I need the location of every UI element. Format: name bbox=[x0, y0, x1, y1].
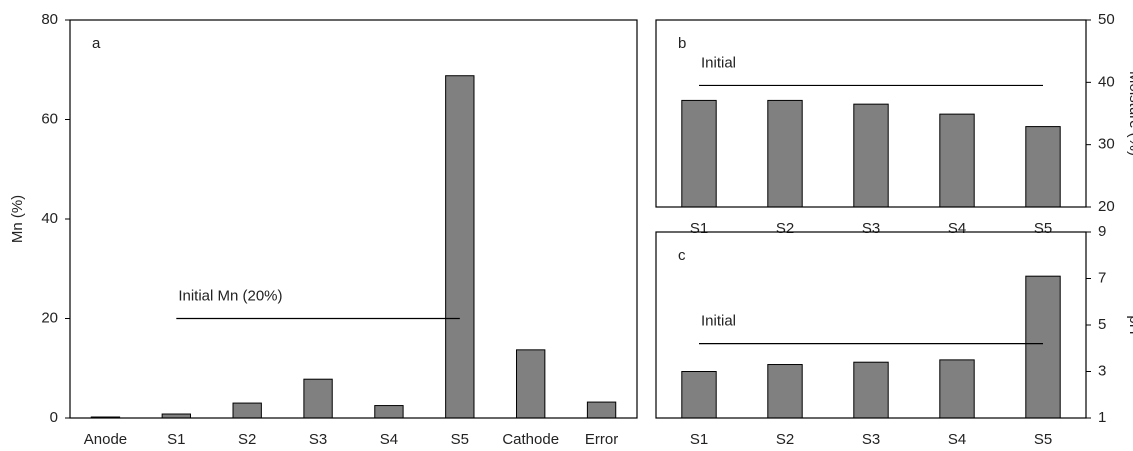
bar bbox=[853, 103, 889, 208]
reference-label: Initial Mn (20%) bbox=[178, 287, 282, 304]
y-tick-label: 20 bbox=[1098, 198, 1115, 215]
panel-label: a bbox=[92, 35, 101, 52]
x-tick-label: S4 bbox=[380, 431, 398, 448]
x-tick-label: S1 bbox=[690, 431, 708, 448]
panel-label: b bbox=[678, 35, 686, 52]
bar bbox=[1025, 126, 1061, 208]
reference-label: Initial bbox=[701, 54, 736, 71]
panel-label: c bbox=[678, 247, 686, 264]
x-tick-label: Error bbox=[585, 431, 618, 448]
bar bbox=[374, 405, 404, 419]
y-axis-label: Mn (%) bbox=[9, 195, 26, 243]
x-tick-label: S2 bbox=[238, 431, 256, 448]
x-tick-label: S2 bbox=[776, 220, 794, 237]
y-tick-label: 0 bbox=[50, 409, 58, 426]
x-tick-label: S4 bbox=[948, 431, 966, 448]
y-tick-label: 40 bbox=[41, 210, 58, 227]
y-tick-label: 9 bbox=[1098, 223, 1106, 240]
y-tick-label: 30 bbox=[1098, 136, 1115, 153]
y-tick-label: 60 bbox=[41, 110, 58, 127]
y-tick-label: 20 bbox=[41, 309, 58, 326]
bar bbox=[232, 402, 262, 419]
x-tick-label: S1 bbox=[167, 431, 185, 448]
bar bbox=[853, 361, 889, 419]
bar bbox=[939, 359, 975, 419]
x-tick-label: S3 bbox=[862, 220, 880, 237]
bar bbox=[1025, 275, 1061, 419]
bar bbox=[767, 364, 803, 419]
y-axis-label: Moisture (%) bbox=[1126, 71, 1133, 156]
x-tick-label: S2 bbox=[776, 431, 794, 448]
bar bbox=[303, 378, 333, 419]
x-tick-label: S4 bbox=[948, 220, 966, 237]
bar bbox=[681, 99, 717, 208]
x-tick-label: S3 bbox=[862, 431, 880, 448]
bar bbox=[767, 99, 803, 208]
reference-label: Initial bbox=[701, 313, 736, 330]
y-tick-label: 1 bbox=[1098, 409, 1106, 426]
bar bbox=[516, 349, 546, 419]
plot-frame bbox=[655, 19, 1087, 208]
bar bbox=[586, 401, 617, 419]
plot-frame bbox=[655, 231, 1087, 419]
y-tick-label: 50 bbox=[1098, 11, 1115, 28]
x-tick-label: S3 bbox=[309, 431, 327, 448]
x-tick-label: Cathode bbox=[502, 431, 559, 448]
y-axis-label: pH bbox=[1126, 315, 1133, 334]
x-tick-label: S5 bbox=[451, 431, 469, 448]
bar bbox=[681, 371, 717, 419]
y-tick-label: 40 bbox=[1098, 73, 1115, 90]
plot-frame bbox=[69, 19, 638, 419]
x-tick-label: S5 bbox=[1034, 431, 1052, 448]
y-tick-label: 7 bbox=[1098, 269, 1106, 286]
bar bbox=[445, 75, 475, 419]
x-tick-label: S5 bbox=[1034, 220, 1052, 237]
bar bbox=[939, 113, 975, 208]
x-tick-label: Anode bbox=[84, 431, 127, 448]
y-tick-label: 5 bbox=[1098, 316, 1106, 333]
y-tick-label: 3 bbox=[1098, 362, 1106, 379]
x-tick-label: S1 bbox=[690, 220, 708, 237]
y-tick-label: 80 bbox=[41, 11, 58, 28]
